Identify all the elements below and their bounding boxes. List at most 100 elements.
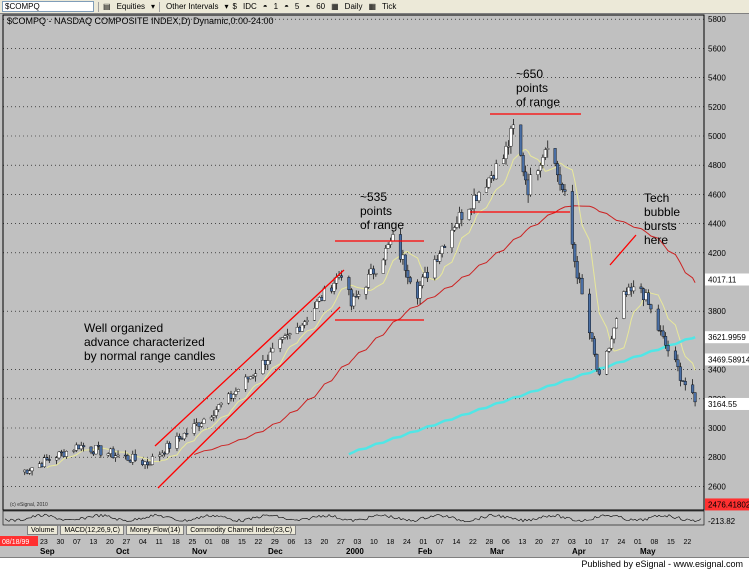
price-tick-label: 4600: [708, 190, 726, 199]
day-tick-label: 22: [469, 539, 477, 546]
candle-body: [484, 186, 488, 193]
candle-body: [141, 460, 145, 465]
candle-body: [475, 195, 479, 201]
interval-5-button[interactable]: 5: [294, 2, 300, 11]
candle-body: [661, 330, 665, 337]
candle-body: [229, 393, 233, 399]
candle-body: [77, 444, 81, 450]
candle-body: [386, 244, 390, 249]
chevron-down-icon[interactable]: ▾: [224, 2, 229, 11]
day-tick-label: 24: [403, 539, 411, 546]
candle-body: [249, 376, 253, 380]
candle-body: [529, 174, 533, 196]
candle-body: [543, 149, 547, 158]
candle-body: [352, 296, 356, 307]
candle-body: [254, 373, 258, 377]
tab-volume[interactable]: Volume: [27, 525, 59, 535]
folder-icon[interactable]: ▤: [103, 2, 111, 11]
candle-body: [30, 467, 34, 472]
month-tick-label: Feb: [418, 547, 432, 556]
day-tick-label: 01: [205, 539, 213, 546]
ma-red-line: [194, 205, 696, 456]
candle-body: [506, 145, 510, 148]
candle-body: [504, 146, 508, 159]
price-tick-label: 3164.55: [708, 400, 737, 409]
candle-body: [150, 456, 154, 465]
price-tick-label: 3400: [708, 366, 726, 375]
annotation-lines: [154, 113, 637, 489]
day-tick-label: 13: [519, 539, 527, 546]
candle-body: [185, 433, 189, 435]
annotation-line: advance characterized: [84, 335, 205, 349]
candle-body: [502, 158, 506, 164]
candle-body: [200, 423, 204, 427]
month-tick-label: Sep: [40, 547, 55, 556]
tab-money-flow[interactable]: Money Flow(14): [126, 525, 185, 535]
price-chart[interactable]: 5800 5600 5400 5200 5000 4800 4600 4400 4200 4017…: [0, 0, 749, 557]
price-tick-label: 4200: [708, 249, 726, 258]
candle-body: [79, 445, 83, 450]
candle-body: [666, 345, 670, 352]
candle-body: [367, 273, 371, 288]
grid-lines: [3, 18, 704, 487]
candle-body: [364, 287, 368, 295]
price-label-box: [705, 397, 749, 410]
candle-body: [678, 366, 682, 381]
candle-body: [570, 191, 574, 245]
interval-60-button[interactable]: 60: [316, 2, 326, 11]
candle-body: [590, 332, 594, 339]
indicator-line: [4, 513, 702, 523]
candle-body: [320, 297, 324, 301]
candle-body: [433, 259, 437, 279]
equities-menu[interactable]: Equities: [116, 2, 146, 11]
annotation-range-535: ~535 points of range: [360, 190, 404, 232]
candle-body: [109, 448, 113, 454]
day-tick-label: 30: [57, 539, 65, 546]
annotation-line: points: [360, 204, 392, 218]
candle-body: [74, 444, 78, 451]
candle-body: [371, 268, 375, 275]
candle-body: [278, 339, 282, 349]
candle-body: [683, 381, 687, 386]
day-tick-label: 01: [634, 539, 642, 546]
daily-button[interactable]: Daily: [344, 2, 363, 11]
candle-body: [575, 261, 579, 279]
candle-body: [536, 170, 540, 175]
candle-body: [450, 229, 454, 248]
annotation-range-650: ~650 points of range: [516, 67, 560, 109]
candle-body: [558, 174, 562, 185]
candle-body: [192, 423, 196, 434]
day-tick-label: 24: [618, 539, 626, 546]
candle-body: [126, 455, 130, 461]
candle-body: [175, 435, 179, 449]
candle-body: [303, 321, 307, 326]
candle-body: [263, 359, 267, 365]
interval-1-button[interactable]: 1: [273, 2, 279, 11]
price-tick-label: 4800: [708, 161, 726, 170]
first-date-label: 08/18/99: [2, 539, 29, 546]
chevron-down-icon[interactable]: ▾: [151, 2, 156, 11]
candle-body: [158, 454, 162, 457]
tab-macd[interactable]: MACD(12,26,9,C): [60, 525, 124, 535]
candle-body: [597, 369, 601, 375]
candle-body: [133, 453, 137, 461]
candle-body: [538, 165, 542, 172]
day-tick-label: 08: [222, 539, 230, 546]
candlesticks: [23, 118, 697, 476]
interval-1-icon: ◓: [262, 2, 268, 11]
candle-body: [288, 333, 292, 335]
candle-body: [143, 461, 147, 465]
candle-body: [452, 227, 456, 231]
dollar-icon[interactable]: $: [232, 2, 237, 11]
day-tick-label: 13: [90, 539, 98, 546]
day-tick-label: 17: [601, 539, 609, 546]
tab-cci[interactable]: Commodity Channel Index(23,C): [186, 525, 297, 535]
tick-button[interactable]: Tick: [382, 2, 397, 11]
symbol-input[interactable]: $COMPQ: [2, 1, 94, 12]
idc-button[interactable]: IDC: [242, 2, 257, 11]
price-tick-label: 4400: [708, 220, 726, 229]
other-intervals-menu[interactable]: Other Intervals: [166, 2, 219, 11]
tick-icon: ▦: [368, 2, 377, 11]
price-axis[interactable]: 5800 5600 5400 5200 5000 4800 4600 4400 4200 4017…: [705, 15, 749, 511]
